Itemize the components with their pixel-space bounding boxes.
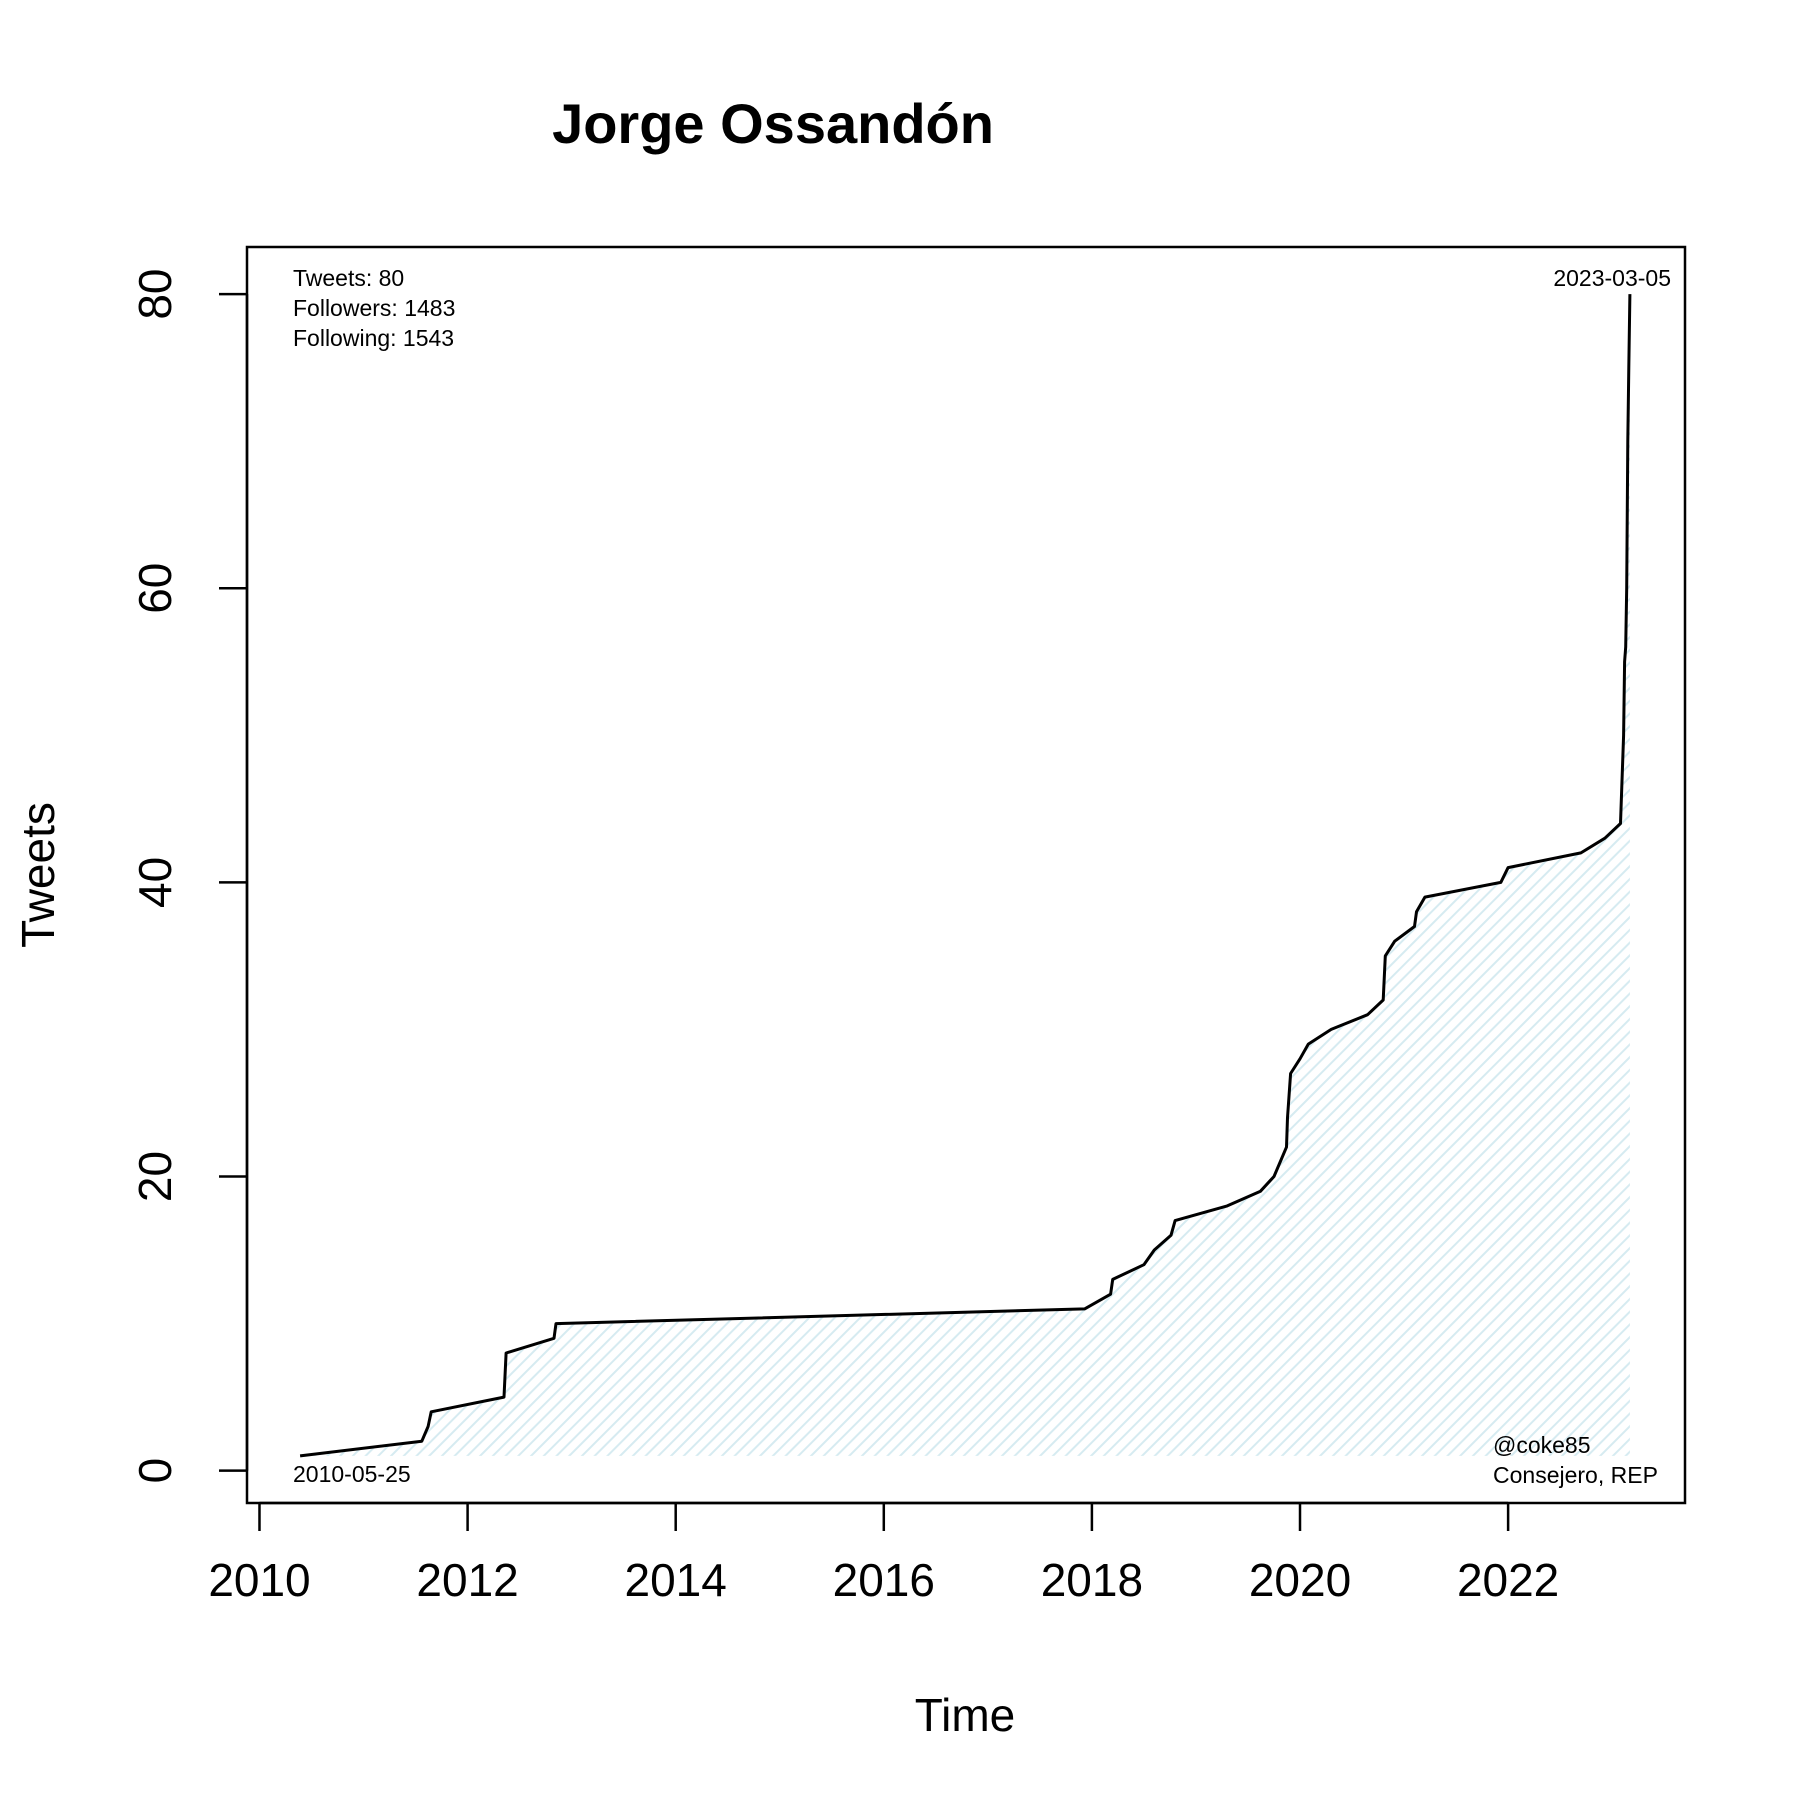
area-layer [300, 294, 1630, 1456]
line-layer [299, 294, 1632, 1458]
x-axis: 2010 2012 2014 2016 2018 2020 2022 [208, 1501, 1559, 1606]
stat-tweets: Tweets: 80 [293, 265, 404, 291]
x-tick-label: 2010 [208, 1554, 310, 1606]
y-tick-label: 20 [129, 1151, 181, 1202]
start-date-label: 2010-05-25 [293, 1461, 411, 1487]
stat-followers: Followers: 1483 [293, 295, 455, 321]
series-line [299, 294, 1632, 1458]
y-tick-label: 0 [129, 1458, 181, 1484]
end-date-label: 2023-03-05 [1553, 265, 1671, 291]
y-axis-title: Tweets [12, 802, 64, 948]
x-axis-title: Time [915, 1689, 1016, 1741]
role-label: Consejero, REP [1493, 1462, 1658, 1488]
y-axis: 0 20 40 60 80 [129, 269, 249, 1484]
y-tick-label: 40 [129, 857, 181, 908]
stat-following: Following: 1543 [293, 325, 454, 351]
handle-label: @coke85 [1493, 1432, 1591, 1458]
x-tick-label: 2012 [416, 1554, 518, 1606]
x-tick-label: 2018 [1041, 1554, 1143, 1606]
x-tick-label: 2014 [625, 1554, 727, 1606]
x-tick-label: 2020 [1249, 1554, 1351, 1606]
y-tick-label: 60 [129, 563, 181, 614]
area-fill [300, 294, 1630, 1456]
x-tick-label: 2022 [1457, 1554, 1559, 1606]
y-tick-label: 80 [129, 269, 181, 320]
chart-title: Jorge Ossandón [552, 92, 994, 155]
x-tick-label: 2016 [833, 1554, 935, 1606]
